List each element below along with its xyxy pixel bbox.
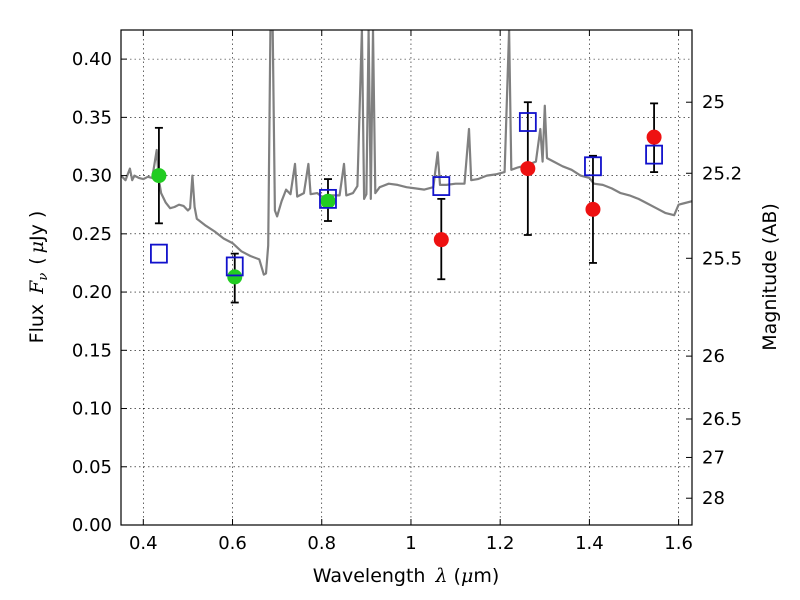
- x-axis-label-text: Wavelength: [313, 565, 426, 587]
- right-tick-label: 27: [702, 447, 725, 468]
- x-axis-label-unit-rest: m): [473, 565, 499, 587]
- right-axis-label: Magnitude (AB): [759, 203, 781, 351]
- data-point-circle: [227, 269, 243, 285]
- y-tick-label: 0.40: [72, 49, 112, 70]
- x-axis-label-unit-mu: μ: [461, 565, 473, 587]
- right-tick-label: 25: [702, 92, 725, 113]
- y-tick-label: 0.20: [72, 282, 112, 303]
- spectrum-line: [121, 30, 692, 276]
- data-marks: [121, 30, 692, 276]
- data-point-square: [319, 188, 337, 209]
- right-tick-label: 25.2: [702, 163, 742, 184]
- x-axis-label-unit-open: (: [454, 565, 461, 587]
- data-point-circle: [520, 161, 536, 177]
- x-tick-label: 0.4: [129, 533, 158, 554]
- x-tick-label: 1.6: [664, 533, 693, 554]
- y-tick-label: 0.00: [72, 515, 112, 536]
- x-axis-label: Wavelength λ (μm): [313, 565, 499, 587]
- y-axis-label-unit-mu: μ: [26, 241, 48, 253]
- y-axis-label-text: Flux: [26, 304, 48, 344]
- y-tick-label: 0.10: [72, 399, 112, 420]
- y-axis-label-unit-rest: Jy ): [26, 211, 48, 242]
- data-point-circle: [585, 201, 601, 217]
- y-tick-label: 0.35: [72, 107, 112, 128]
- x-tick-label: 1: [405, 533, 416, 554]
- plot-background: [121, 30, 692, 525]
- right-tick-label: 25.5: [702, 248, 742, 269]
- x-tick-label: 1.4: [575, 533, 604, 554]
- x-axis-label-symbol: λ: [434, 565, 447, 587]
- x-tick-label: 0.8: [307, 533, 336, 554]
- y-tick-label: 0.15: [72, 340, 112, 361]
- y-tick-label: 0.30: [72, 166, 112, 187]
- y-axis-label-symbol: F: [26, 280, 48, 295]
- data-point-circle: [151, 168, 167, 184]
- data-point-square: [584, 156, 602, 177]
- right-tick-label: 26: [702, 346, 725, 367]
- data-point-circle: [433, 232, 449, 248]
- data-point-circle: [320, 193, 336, 209]
- y-tick-label: 0.05: [72, 457, 112, 478]
- y-axis-label-subscript: ν: [36, 273, 51, 281]
- data-points: [150, 112, 663, 285]
- right-tick-label: 26.5: [702, 409, 742, 430]
- y-axis-label-unit-open: (: [26, 257, 48, 264]
- data-point-square: [225, 256, 244, 277]
- axis-ticks: 0.4 0.6 0.8 1 1.2 1.4 1.6 0.00 0.05 0.10 0.15 0.20 0…: [72, 30, 742, 554]
- data-point-square: [645, 144, 663, 165]
- data-point-square: [518, 112, 537, 132]
- data-point-circle: [646, 129, 662, 145]
- error-bars: [154, 101, 659, 304]
- x-tick-label: 0.6: [218, 533, 247, 554]
- plot-frame: [120, 29, 693, 526]
- data-point-square: [150, 243, 168, 264]
- right-tick-label: 28: [702, 488, 725, 509]
- x-tick-label: 1.2: [486, 533, 515, 554]
- y-tick-label: 0.25: [72, 224, 112, 245]
- data-point-square: [432, 176, 451, 196]
- y-axis-label: Flux Fν ( μJy ): [26, 211, 51, 344]
